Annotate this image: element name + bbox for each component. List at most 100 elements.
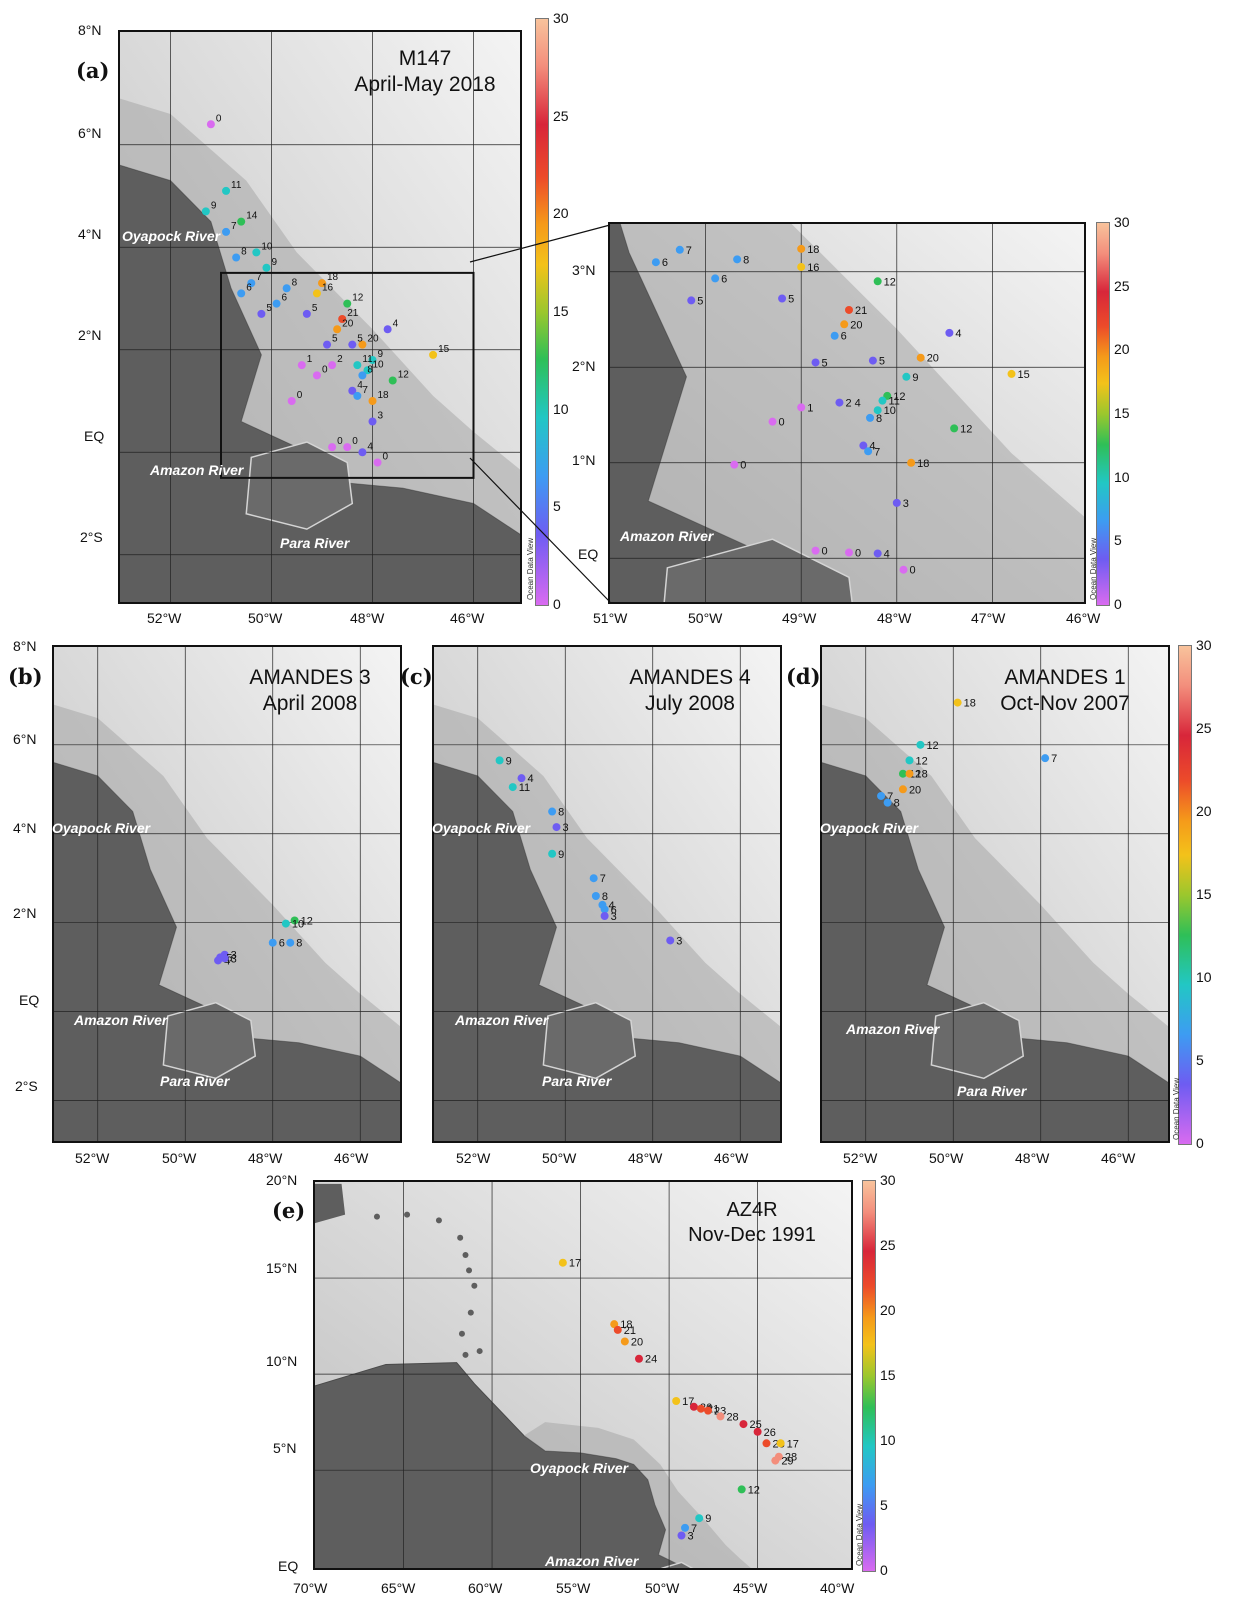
panel-d-colorbar [1178, 645, 1192, 1145]
panel-b-dates: April 2008 [262, 692, 358, 716]
station-label: 0 [909, 565, 915, 577]
station-marker [358, 371, 367, 380]
panel-b-lat-2s: 2°S [15, 1078, 38, 1094]
station-marker [353, 391, 362, 400]
station-label: 3 [687, 1530, 693, 1542]
colorbar-tick: 10 [1196, 969, 1212, 985]
station-label: 9 [558, 849, 564, 861]
station-marker [907, 458, 916, 467]
shelf-a [120, 98, 520, 535]
station-label: 7 [874, 446, 880, 458]
station-marker [771, 1456, 780, 1465]
station-marker [666, 936, 675, 945]
panel-a-lat-eq: EQ [84, 428, 105, 444]
panel-c-dates: July 2008 [645, 692, 735, 716]
panel-c-lon-48: 48°W [628, 1150, 663, 1166]
colorbar-tick: 15 [553, 303, 569, 319]
station-marker [388, 376, 397, 385]
station-label: 4 [357, 380, 363, 391]
colorbar-tick: 30 [553, 10, 569, 26]
station-label: 12 [960, 423, 972, 435]
station-marker [797, 262, 806, 271]
station-label: 29 [781, 1456, 793, 1468]
station-marker [312, 371, 321, 380]
station-label: 8 [558, 807, 564, 819]
station-label: 10 [372, 359, 384, 370]
station-label: 21 [347, 308, 359, 319]
station-label: 9 [271, 257, 277, 268]
station-label: 12 [301, 915, 313, 927]
colorbar-tick: 30 [1114, 214, 1130, 230]
station-marker [343, 443, 352, 452]
station-marker [232, 253, 241, 262]
colorbar-tick: 10 [1114, 468, 1130, 485]
panel-d-lon-52: 52°W [843, 1150, 878, 1166]
station-marker [328, 443, 337, 452]
panel-b-amazon-label: Amazon River [74, 1012, 168, 1028]
station-marker [328, 361, 337, 370]
station-label: 0 [822, 546, 828, 558]
station-marker [343, 299, 352, 308]
station-marker [222, 186, 231, 195]
station-label: 21 [855, 305, 867, 317]
inset-box [220, 271, 475, 479]
station-label: 15 [438, 344, 450, 355]
colorbar-tick: 0 [1196, 1135, 1204, 1151]
panel-e-cruise: AZ4R [726, 1199, 778, 1221]
station-marker [495, 756, 504, 765]
island-10 [476, 1348, 483, 1355]
colorbar-tick: 20 [880, 1302, 896, 1318]
panel-b-lat-6: 6°N [13, 731, 37, 747]
station-marker [651, 258, 660, 267]
station-marker [835, 398, 844, 407]
station-marker [268, 938, 277, 947]
island-1 [404, 1211, 411, 1218]
panel-b-lat-4: 4°N [13, 820, 37, 836]
marajo-island-a [245, 441, 354, 530]
station-marker [281, 919, 290, 928]
station-marker [323, 340, 332, 349]
panel-a-lat-4: 4°N [78, 226, 102, 242]
panel-c-lon-50: 50°W [542, 1150, 577, 1166]
station-label: 15 [1018, 369, 1030, 381]
station-label: 4 [884, 548, 890, 560]
island-6 [471, 1282, 478, 1289]
panel-e-lon-50: 50°W [645, 1580, 680, 1596]
panel-c-amazon-label: Amazon River [455, 1012, 549, 1028]
station-label: 11 [888, 396, 899, 408]
panel-e-dates: Nov-Dec 1991 [688, 1224, 816, 1246]
land-c [434, 762, 780, 1141]
station-label: 2 4 [845, 398, 860, 410]
colorbar-tick: 15 [880, 1367, 896, 1383]
panel-a-lat-2s: 2°S [80, 529, 103, 545]
station-marker [873, 406, 882, 415]
panel-a-colorbar [535, 18, 549, 606]
panel-b-lon-48: 48°W [248, 1150, 283, 1166]
station-marker [696, 1404, 705, 1413]
station-marker [558, 1258, 567, 1267]
station-marker [247, 279, 256, 288]
station-marker [902, 372, 911, 381]
colorbar-tick: 30 [1196, 637, 1212, 653]
station-marker [776, 1439, 785, 1448]
station-label: 0 [779, 417, 785, 429]
station-marker [318, 279, 326, 288]
station-label: 1 [307, 354, 313, 365]
panel-b-oyapock-label: Oyapock River [52, 820, 151, 836]
station-label: 6 [282, 293, 288, 304]
station-marker [214, 956, 223, 965]
station-label: 8 [292, 277, 298, 288]
station-label: 0 [216, 113, 222, 124]
colorbar-tick: 0 [1114, 596, 1122, 612]
station-marker [739, 1420, 748, 1429]
zoom-lat-2: 2°N [572, 358, 596, 374]
zoom-lon-49: 49°W [782, 610, 817, 626]
panel-e-watermark: Ocean Data View [855, 1503, 864, 1566]
station-marker [1007, 369, 1016, 378]
station-label: 28 [785, 1452, 797, 1464]
station-marker [368, 397, 377, 405]
station-marker [206, 120, 215, 129]
station-marker [916, 740, 925, 749]
